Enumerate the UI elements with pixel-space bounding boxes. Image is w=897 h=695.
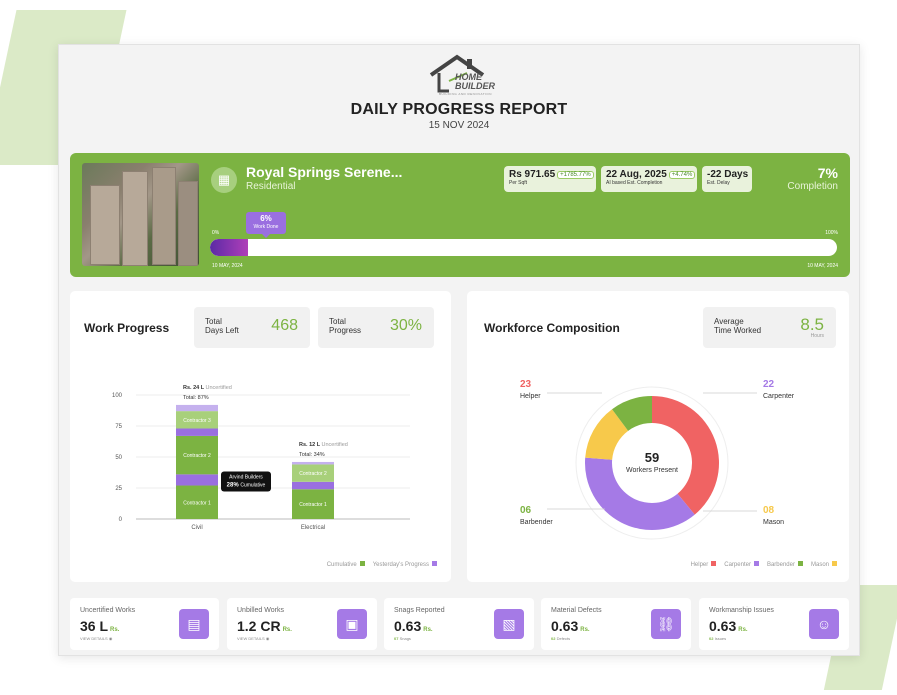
stat-cost-per-sqft: Rs 971.65 +1785.77% Per Sqft [504, 166, 596, 192]
segment-label: Contractor 2 [299, 471, 327, 477]
workforce-donut-chart: 59 Workers Present 23 Helper 22 Carpenter 06 Ba… [520, 379, 795, 540]
bar-segment [176, 411, 218, 429]
report-frame: HOME BUILDER BUILDING AND RENOVATION DAI… [58, 44, 860, 656]
bar-total-label: Total: 34% [299, 452, 325, 458]
kpi-avg-time-worked: Average Time Worked 8.5 Hours [703, 307, 836, 348]
card-snags-reported[interactable]: Snags Reported 0.63 Rs. 07 Snags ▧ [384, 598, 534, 650]
segment-label: Contractor 1 [183, 500, 211, 506]
work-done-tooltip: 6% Work Done [246, 212, 286, 238]
logo-tagline: BUILDING AND RENOVATION [439, 92, 492, 96]
donut-slice [585, 409, 629, 460]
project-photo [82, 163, 199, 266]
bar-amount-label: Rs. 24 L Uncertified [183, 385, 232, 391]
stat-est-completion: 22 Aug, 2025 +4.74% AI based Est. Complet… [601, 166, 697, 192]
card-unbilled-works[interactable]: Unbilled Works 1.2 CR Rs. VIEW DETAILS ◉ … [227, 598, 377, 650]
broken-link-icon[interactable]: ⛓ [651, 609, 681, 639]
slice-label: Barbender [520, 519, 553, 526]
building-icon: ▦ [211, 167, 237, 193]
segment-label: Contractor 3 [183, 418, 211, 424]
progress-end-pct: 100% [825, 230, 838, 236]
card-uncertified-works[interactable]: Uncertified Works 36 L Rs. VIEW DETAILS ◉… [70, 598, 219, 650]
slice-label: Helper [520, 393, 541, 400]
project-progress-bar [210, 239, 837, 256]
card-material-defects[interactable]: Material Defects 0.63 Rs. 02 Defects ⛓ [541, 598, 691, 650]
legend-cumulative: Cumulative [326, 562, 357, 568]
view-details-link[interactable]: VIEW DETAILS ◉ [80, 636, 113, 641]
progress-start-date: 10 MAY, 2024 [212, 263, 243, 269]
y-tick-label: 0 [119, 517, 123, 523]
progress-fill [210, 239, 248, 256]
workforce-title: Workforce Composition [484, 321, 620, 335]
kpi-days-left: Total Days Left 468 [194, 307, 310, 348]
slice-value: 22 [763, 379, 775, 390]
progress-end-date: 10 MAY, 2024 [807, 263, 838, 269]
slice-value: 06 [520, 505, 532, 516]
donut-slice [585, 457, 695, 530]
workforce-legend: Helper Carpenter Barbender Mason [691, 561, 837, 568]
bar-segment [292, 481, 334, 490]
file-alert-icon[interactable]: ▧ [494, 609, 524, 639]
logo-wordmark: HOME BUILDER [455, 72, 495, 91]
work-progress-card: Work Progress Total Days Left 468 Total Pr… [70, 291, 451, 582]
y-tick-label: 25 [115, 486, 122, 492]
x-tick-label: Electrical [301, 525, 325, 531]
change-chip: +1785.77% [557, 171, 594, 179]
slice-value: 08 [763, 505, 775, 516]
worker-icon[interactable]: ☺ [809, 609, 839, 639]
legend-yesterday: Yesterday's Progress [372, 562, 429, 568]
tooltip-value: 28% Cumulative [227, 483, 266, 489]
bar-segment [292, 461, 334, 465]
workers-present-label: Workers Present [626, 467, 678, 474]
kpi-total-progress: Total Progress 30% [318, 307, 434, 348]
y-tick-label: 50 [115, 455, 122, 461]
donut-slice [612, 396, 652, 431]
bar-tooltip [221, 471, 271, 492]
bar-segment [176, 404, 218, 412]
stat-est-delay: -22 Days Est. Delay [702, 166, 752, 192]
workers-present-value: 59 [645, 450, 659, 465]
segment-label: Contractor 1 [299, 502, 327, 508]
receipt-icon[interactable]: ▤ [179, 609, 209, 639]
slice-value: 23 [520, 379, 532, 390]
page-title: DAILY PROGRESS REPORT [350, 101, 568, 118]
change-chip: +4.74% [668, 171, 696, 179]
completion-summary: 7% Completion [787, 165, 838, 192]
document-icon[interactable]: ▣ [337, 609, 367, 639]
home-builder-logo-icon [429, 54, 485, 93]
work-progress-legend: Cumulative Yesterday's Progress [327, 561, 437, 568]
slice-label: Mason [763, 519, 784, 526]
project-name[interactable]: Royal Springs Serene... [246, 164, 403, 180]
bar-amount-label: Rs. 12 L Uncertified [299, 442, 348, 448]
donut-slice [652, 396, 719, 515]
card-workmanship-issues[interactable]: Workmanship Issues 0.63 Rs. 02 Issues ☺ [699, 598, 849, 650]
view-details-link[interactable]: VIEW DETAILS ◉ [237, 636, 270, 641]
bar-segment [176, 435, 218, 475]
x-tick-label: Civil [191, 525, 202, 531]
y-tick-label: 75 [115, 424, 122, 430]
donut-center [616, 427, 688, 499]
work-progress-title: Work Progress [84, 321, 170, 335]
bar-total-label: Total: 87% [183, 395, 209, 401]
bar-segment [176, 428, 218, 436]
project-banner[interactable]: ▦ Royal Springs Serene... Residential Rs… [70, 153, 850, 277]
report-date: 15 NOV 2024 [428, 120, 490, 131]
work-progress-chart: 0 25 50 75 100 Contractor 1 Contractor 2 Contra… [112, 385, 410, 531]
project-type: Residential [246, 181, 296, 192]
bar-segment [292, 489, 334, 519]
progress-start-pct: 0% [212, 230, 220, 236]
y-tick-label: 100 [112, 393, 123, 399]
bar-segment [176, 474, 218, 486]
segment-label: Contractor 2 [183, 453, 211, 459]
workforce-card: Workforce Composition Average Time Worked… [467, 291, 849, 582]
bar-segment [176, 485, 218, 519]
slice-label: Carpenter [763, 393, 795, 400]
bar-segment [292, 464, 334, 482]
tooltip-name: Arvind Builders [229, 475, 263, 481]
